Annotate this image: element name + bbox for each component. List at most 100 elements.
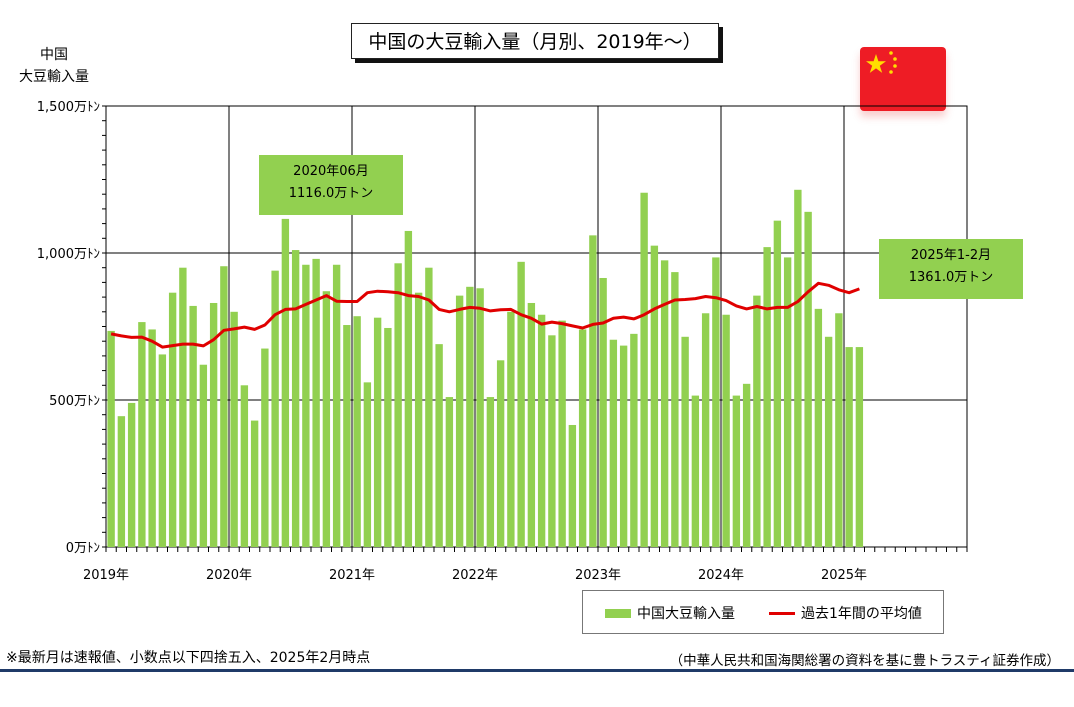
bottom-rule [0, 669, 1074, 672]
annotation-2025-date: 2025年1-2月 [910, 248, 992, 263]
bar [753, 295, 761, 547]
bar [291, 250, 300, 547]
bar [332, 264, 341, 547]
bar [496, 360, 505, 547]
bar [394, 263, 402, 547]
bar [609, 339, 618, 547]
bar [630, 333, 638, 547]
x-tick-label: 2019年 [83, 568, 129, 583]
bar [650, 245, 659, 547]
bar [466, 286, 474, 547]
y-tick-label: 500万ﾄﾝ [49, 394, 100, 409]
x-tick-label: 2021年 [329, 568, 375, 583]
bar [476, 288, 484, 547]
average-line [110, 281, 860, 349]
bar [353, 316, 361, 547]
bar [414, 292, 423, 547]
legend-item-average: 過去1年間の平均値 [769, 603, 922, 623]
bar [794, 189, 802, 548]
bar [343, 325, 351, 547]
x-tick-label: 2022年 [452, 568, 498, 583]
bar [783, 257, 792, 547]
bar [117, 416, 126, 547]
legend-line-swatch [769, 611, 795, 615]
bar [691, 395, 700, 547]
bar [373, 317, 382, 547]
flag-small-star-4 [889, 70, 893, 74]
bar [804, 211, 812, 547]
bar [855, 347, 864, 547]
bar [742, 383, 751, 547]
x-tick-label: 2024年 [698, 568, 744, 583]
china-flag-icon [860, 47, 946, 111]
bar [138, 322, 146, 547]
bar [384, 327, 392, 547]
flag-small-star-3 [893, 64, 897, 68]
bar [845, 347, 853, 547]
legend-item-imports: 中国大豆輸入量 [605, 603, 735, 623]
y-tick-label: 0万ﾄﾝ [66, 541, 100, 556]
bar [568, 424, 577, 547]
bar [445, 397, 454, 547]
bar [168, 292, 177, 547]
x-tick-label: 2023年 [575, 568, 621, 583]
flag-stars [866, 51, 897, 74]
bar [763, 247, 771, 547]
bar [681, 336, 689, 547]
bar [302, 264, 310, 547]
bar [240, 385, 249, 547]
flag-small-star-1 [889, 51, 893, 55]
footnote: ※最新月は速報値、小数点以下四捨五入、2025年2月時点 [6, 650, 371, 666]
bar [425, 267, 433, 547]
bar [199, 364, 208, 547]
bar [722, 314, 730, 547]
y-tick-label: 1,500万ﾄﾝ [37, 100, 100, 115]
legend-imports-label: 中国大豆輸入量 [637, 606, 735, 622]
bar [486, 397, 495, 547]
y-axis-label-line2: 大豆輸入量 [19, 69, 89, 85]
average-line-series [110, 281, 860, 349]
x-tick-label: 2025年 [821, 568, 867, 583]
x-tick-label: 2020年 [206, 568, 252, 583]
bar [148, 329, 156, 547]
flag-small-star-2 [893, 57, 897, 61]
source-note: （中華人民共和国海関総署の資料を基に豊トラスティ証券作成） [669, 653, 1060, 669]
annotation-2025-jan-feb: 2025年1-2月 1361.0万トン [879, 239, 1023, 299]
bar [732, 395, 741, 547]
bar [548, 335, 556, 547]
bar [281, 218, 290, 547]
bar [814, 308, 823, 547]
bar [322, 291, 331, 547]
bar [261, 348, 269, 547]
bar [127, 402, 136, 547]
bar [271, 270, 279, 547]
bar [455, 295, 464, 547]
bar [712, 257, 720, 547]
bar [701, 313, 710, 547]
axis-layer: 0万ﾄﾝ 500万ﾄﾝ 1,000万ﾄﾝ 1,500万ﾄﾝ 2019年 2020年 2021… [37, 100, 968, 583]
chart-legend: 中国大豆輸入量 過去1年間の平均値 [582, 590, 944, 634]
bar [220, 266, 228, 547]
bar [660, 260, 669, 547]
bar [773, 220, 782, 547]
legend-average-label: 過去1年間の平均値 [801, 606, 922, 622]
bar [312, 258, 320, 547]
y-axis-label: 中国 大豆輸入量 [8, 44, 100, 88]
annotation-2020-06: 2020年06月 1116.0万トン [259, 155, 403, 215]
annotation-2020-06-date: 2020年06月 [293, 164, 369, 179]
y-tick-label: 1,000万ﾄﾝ [37, 247, 100, 262]
bar [507, 311, 515, 547]
bar [527, 302, 536, 547]
bar [671, 272, 679, 547]
bar [158, 354, 167, 547]
bar [599, 277, 607, 547]
bar [189, 305, 197, 547]
bar [589, 235, 597, 548]
chart-title: 中国の大豆輸入量（月別、2019年～） [351, 23, 719, 59]
flag-big-star [866, 54, 886, 73]
bar [107, 330, 115, 547]
bar [824, 336, 833, 547]
bar [209, 302, 218, 547]
bar [835, 313, 843, 547]
